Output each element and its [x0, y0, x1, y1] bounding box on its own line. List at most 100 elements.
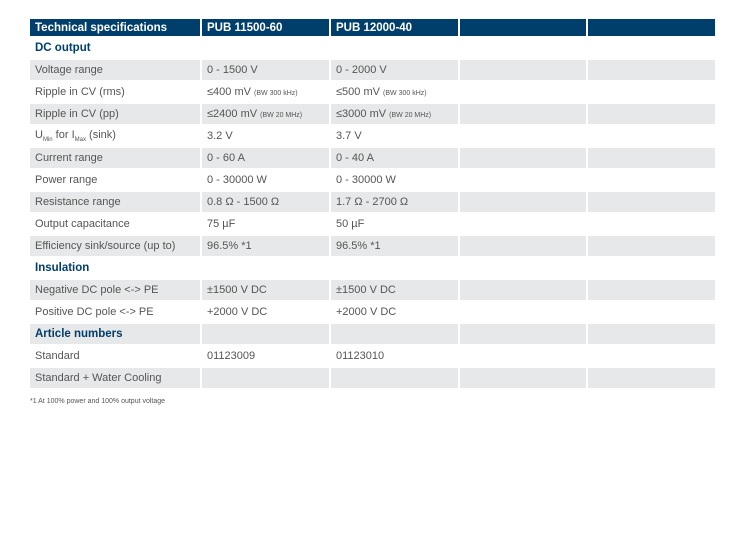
value-cell [202, 324, 329, 344]
cell-value: 01123010 [336, 350, 385, 362]
row-label: UMin for IMax (sink) [30, 126, 200, 146]
value-cell: 01123010 [331, 346, 458, 366]
row-label: Positive DC pole <-> PE [35, 306, 154, 318]
table-row: Positive DC pole <-> PE +2000 V DC +2000 V… [30, 302, 715, 322]
spec-table: Technical specifications PUB 11500-60 PUB … [28, 17, 717, 390]
value-cell [460, 192, 586, 212]
section-row: Insulation [30, 258, 715, 278]
cell-value: 96.5% *1 [207, 240, 252, 252]
value-cell [588, 324, 715, 344]
value-cell: ±1500 V DC [331, 280, 458, 300]
cell-value: 0 - 40 A [336, 152, 374, 164]
table-row: Standard 01123009 01123010 [30, 346, 715, 366]
table-row: Ripple in CV (rms) ≤400 mV (BW 300 kHz) ≤5… [30, 82, 715, 102]
value-cell: ≤2400 mV (BW 20 MHz) [202, 104, 329, 124]
label-part: U [35, 128, 43, 141]
header-cell: Technical specifications [30, 19, 200, 36]
cell-value: 0 - 30000 W [207, 174, 267, 186]
value-cell: ≤500 mV (BW 300 kHz) [331, 82, 458, 102]
cell-value: 0 - 60 A [207, 152, 245, 164]
row-label: Ripple in CV (pp) [30, 104, 200, 124]
value-cell: 75 µF [202, 214, 329, 234]
value-cell: 0 - 2000 V [331, 60, 458, 80]
value-cell [331, 324, 458, 344]
cell-value: ±1500 V DC [336, 284, 396, 296]
section-title: Insulation [35, 262, 90, 274]
cell-value: ±1500 V DC [207, 284, 267, 296]
table-row: Ripple in CV (pp) ≤2400 mV (BW 20 MHz) ≤30… [30, 104, 715, 124]
value-cell [202, 38, 329, 58]
value-cell: +2000 V DC [331, 302, 458, 322]
label-part: Min [42, 137, 53, 144]
cell-value: +2000 V DC [336, 306, 397, 318]
value-cell [202, 258, 329, 278]
row-label: Efficiency sink/source (up to) [30, 236, 200, 256]
section-row: Article numbers [30, 324, 715, 344]
value-cell [588, 368, 715, 388]
value-cell [588, 104, 715, 124]
value-cell [588, 192, 715, 212]
value-cell: 0 - 30000 W [202, 170, 329, 190]
value-cell: 96.5% *1 [331, 236, 458, 256]
value-cell [460, 324, 586, 344]
bandwidth-note: (BW 20 MHz) [260, 112, 303, 119]
cell-value: ≤400 mV [207, 86, 251, 98]
cell-value: ≤500 mV [336, 86, 380, 98]
cell-value: 0 - 2000 V [336, 64, 387, 76]
cell-value: 75 µF [207, 218, 236, 230]
value-cell [588, 38, 715, 58]
cell-value: 50 µF [336, 218, 365, 230]
value-cell: 0 - 1500 V [202, 60, 329, 80]
value-cell: ≤400 mV (BW 300 kHz) [202, 82, 329, 102]
bandwidth-note: (BW 20 MHz) [389, 112, 432, 119]
cell-value: 0 - 1500 V [207, 64, 258, 76]
cell-value: 3.2 V [207, 130, 233, 142]
value-cell [460, 368, 586, 388]
table-row: Current range 0 - 60 A 0 - 40 A [30, 148, 715, 168]
value-cell [588, 258, 715, 278]
value-cell: ±1500 V DC [202, 280, 329, 300]
value-cell: 3.2 V [202, 126, 329, 146]
cell-value: 0 - 30000 W [336, 174, 396, 186]
value-cell [460, 302, 586, 322]
table-row: Resistance range 0.8 Ω - 1500 Ω 1.7 Ω - 27… [30, 192, 715, 212]
value-cell [460, 280, 586, 300]
value-cell: 96.5% *1 [202, 236, 329, 256]
value-cell [460, 236, 586, 256]
label-part: Max [74, 137, 86, 144]
value-cell: 0 - 30000 W [331, 170, 458, 190]
value-cell [460, 258, 586, 278]
footnote: *1 At 100% power and 100% output voltage [30, 398, 166, 405]
header-cell: PUB 12000-40 [331, 19, 458, 36]
value-cell [460, 148, 586, 168]
value-cell [588, 214, 715, 234]
value-cell [588, 236, 715, 256]
value-cell [460, 214, 586, 234]
section-row: DC output [30, 38, 715, 58]
value-cell [460, 170, 586, 190]
table-row: Efficiency sink/source (up to) 96.5% *1 96… [30, 236, 715, 256]
value-cell [460, 126, 586, 146]
value-cell [588, 302, 715, 322]
value-cell [588, 60, 715, 80]
cell-value: 96.5% *1 [336, 240, 381, 252]
value-cell [460, 82, 586, 102]
value-cell [588, 126, 715, 146]
row-label: Voltage range [30, 60, 200, 80]
row-label: Standard + Water Cooling [30, 368, 200, 388]
row-label: Negative DC pole <-> PE [30, 280, 200, 300]
value-cell [460, 346, 586, 366]
row-label: Ripple in CV (rms) [35, 86, 125, 98]
section-title: Article numbers [30, 324, 200, 344]
header-cell: PUB 11500-60 [202, 19, 329, 36]
value-cell [331, 368, 458, 388]
table-row: Standard + Water Cooling [30, 368, 715, 388]
value-cell [331, 38, 458, 58]
table-row: Voltage range 0 - 1500 V 0 - 2000 V [30, 60, 715, 80]
cell-value: ≤3000 mV [336, 108, 387, 120]
value-cell [588, 280, 715, 300]
header-cell [460, 19, 586, 36]
cell-value: ≤2400 mV [207, 108, 258, 120]
value-cell [588, 82, 715, 102]
cell-value: 1.7 Ω - 2700 Ω [336, 196, 409, 208]
